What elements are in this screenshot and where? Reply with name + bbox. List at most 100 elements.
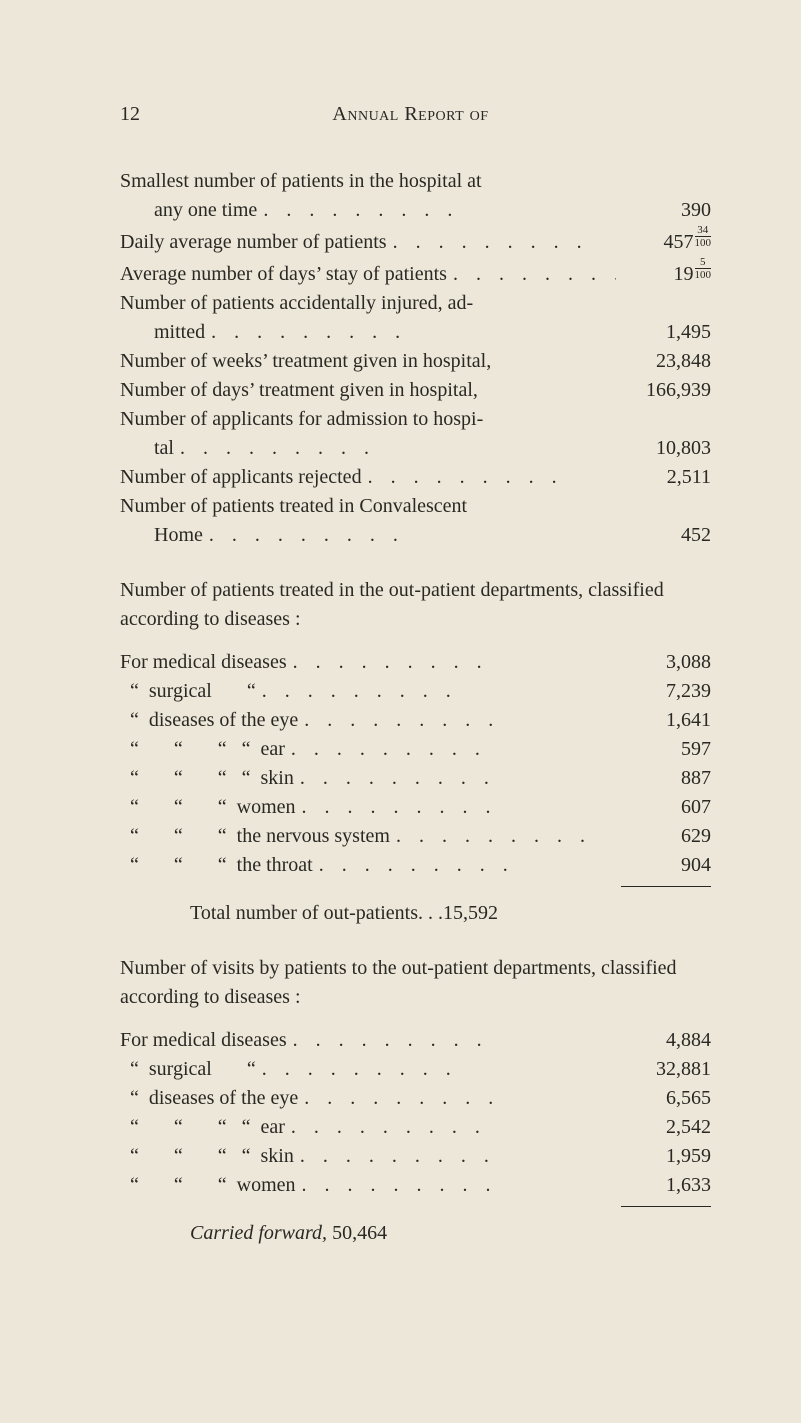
stat-label: “ “ “ the nervous system — [120, 822, 390, 851]
total-outpatients-row: Total number of out-patients . . . 15,59… — [120, 899, 711, 928]
stat-value: 1,641 — [616, 706, 711, 735]
section-hospital-stats: Smallest number of patients in the hospi… — [120, 167, 711, 550]
leaders: ......... — [294, 764, 616, 793]
fraction: 5100 — [695, 257, 712, 281]
stat-label: “ surgical “ — [120, 677, 256, 706]
stat-label: “ “ “ “ skin — [120, 764, 294, 793]
stat-label: Number of applicants rejected — [120, 463, 362, 492]
stat-row: “ “ “ the throat.........904 — [120, 851, 711, 880]
stat-value: 166,939 — [616, 376, 711, 405]
stat-row: “ diseases of the eye.........1,641 — [120, 706, 711, 735]
running-title: Annual Report of — [140, 100, 681, 129]
stat-value: 23,848 — [616, 347, 711, 376]
stat-row: “ “ “ the nervous system.........629 — [120, 822, 711, 851]
stat-row: Daily average number of patients........… — [120, 225, 711, 257]
stat-value: 887 — [616, 764, 711, 793]
stat-value: 390 — [616, 196, 711, 225]
leaders: ......... — [256, 1055, 616, 1084]
leaders: ......... — [387, 228, 616, 257]
stat-row: Number of applicants for admission to ho… — [120, 405, 711, 434]
stat-label: any one time — [154, 196, 257, 225]
leaders: ......... — [296, 793, 616, 822]
stat-label: Number of days’ treatment given in hospi… — [120, 376, 478, 405]
stat-value: 32,881 — [616, 1055, 711, 1084]
stat-row: “ “ “ “ ear.........2,542 — [120, 1113, 711, 1142]
stat-label: For medical diseases — [120, 1026, 287, 1055]
leaders: ......... — [287, 648, 616, 677]
leaders: ......... — [285, 735, 616, 764]
stat-row: Home.........452 — [120, 521, 711, 550]
leaders: ......... — [203, 521, 616, 550]
stat-row: “ “ “ women.........607 — [120, 793, 711, 822]
carried-label: Carried forward, — [120, 1219, 327, 1248]
stat-row: Number of applicants rejected.........2,… — [120, 463, 711, 492]
stat-label: “ diseases of the eye — [120, 706, 298, 735]
leaders: ......... — [362, 463, 616, 492]
leaders: ......... — [298, 1084, 616, 1113]
leaders: ......... — [313, 851, 616, 880]
paragraph-text: Number of visits by patients to the out-… — [120, 957, 677, 1008]
stat-label: “ diseases of the eye — [120, 1084, 298, 1113]
stat-row: “ “ “ women.........1,633 — [120, 1171, 711, 1200]
stat-value: 45734100 — [616, 225, 711, 257]
stat-row: For medical diseases.........3,088 — [120, 648, 711, 677]
stat-value: 2,542 — [616, 1113, 711, 1142]
section-visits-diseases: For medical diseases.........4,884 “ sur… — [120, 1026, 711, 1200]
stat-row: Number of weeks’ treatment given in hosp… — [120, 347, 711, 376]
stat-value: 629 — [616, 822, 711, 851]
paragraph-outpatient-intro: Number of patients treated in the out-pa… — [120, 576, 711, 634]
stat-row: “ diseases of the eye.........6,565 — [120, 1084, 711, 1113]
stat-label: Average number of days’ stay of patients — [120, 260, 447, 289]
paragraph-visits-intro: Number of visits by patients to the out-… — [120, 954, 711, 1012]
leaders: ......... — [256, 677, 616, 706]
stat-value: 3,088 — [616, 648, 711, 677]
stat-label: Home — [154, 521, 203, 550]
stat-value: 1,633 — [616, 1171, 711, 1200]
stat-row: Number of days’ treatment given in hospi… — [120, 376, 711, 405]
stat-row: “ “ “ “ ear.........597 — [120, 735, 711, 764]
page-number: 12 — [120, 100, 140, 129]
stat-value: 6,565 — [616, 1084, 711, 1113]
stat-label: “ surgical “ — [120, 1055, 256, 1084]
page: 12 Annual Report of Smallest number of p… — [0, 0, 801, 1423]
stat-row: Average number of days’ stay of patients… — [120, 257, 711, 289]
paragraph-text: Number of patients treated in the out-pa… — [120, 579, 664, 630]
carried-forward-row: Carried forward, . 50,464 — [120, 1219, 711, 1248]
stat-label: “ “ “ the throat — [120, 851, 313, 880]
stat-label: Number of patients accidentally injured,… — [120, 289, 473, 318]
stat-label: Number of weeks’ treatment given in hosp… — [120, 347, 491, 376]
stat-label: Daily average number of patients — [120, 228, 387, 257]
section-outpatient-diseases: For medical diseases.........3,088 “ sur… — [120, 648, 711, 880]
stat-label: mitted — [154, 318, 205, 347]
stat-value: 1,959 — [616, 1142, 711, 1171]
fraction: 34100 — [695, 225, 712, 249]
stat-value: 4,884 — [616, 1026, 711, 1055]
stat-label: Number of applicants for admission to ho… — [120, 405, 483, 434]
stat-row: Number of patients treated in Convalesce… — [120, 492, 711, 521]
leaders: ......... — [287, 1026, 616, 1055]
stat-value: 7,239 — [616, 677, 711, 706]
stat-row: “ surgical “.........32,881 — [120, 1055, 711, 1084]
stat-row: Number of patients accidentally injured,… — [120, 289, 711, 318]
stat-label: tal — [154, 434, 174, 463]
stat-label: “ “ “ “ ear — [120, 735, 285, 764]
leaders: ......... — [447, 260, 616, 289]
stat-label: For medical diseases — [120, 648, 287, 677]
stat-value: 904 — [616, 851, 711, 880]
total-label: Total number of out-patients — [120, 899, 418, 928]
stat-row: tal.........10,803 — [120, 434, 711, 463]
leaders: ......... — [174, 434, 616, 463]
stat-label: Number of patients treated in Convalesce… — [120, 492, 467, 521]
stat-value: 607 — [616, 793, 711, 822]
running-head: 12 Annual Report of — [120, 100, 711, 129]
stat-row: any one time.........390 — [120, 196, 711, 225]
stat-label: Smallest number of patients in the hospi… — [120, 167, 482, 196]
stat-label: “ “ “ women — [120, 1171, 296, 1200]
leaders: ......... — [294, 1142, 616, 1171]
leaders: ......... — [205, 318, 616, 347]
stat-row: “ “ “ “ skin.........1,959 — [120, 1142, 711, 1171]
stat-value: 452 — [616, 521, 711, 550]
stat-value: 2,511 — [616, 463, 711, 492]
rule-above-total — [120, 880, 711, 893]
stat-row: Smallest number of patients in the hospi… — [120, 167, 711, 196]
